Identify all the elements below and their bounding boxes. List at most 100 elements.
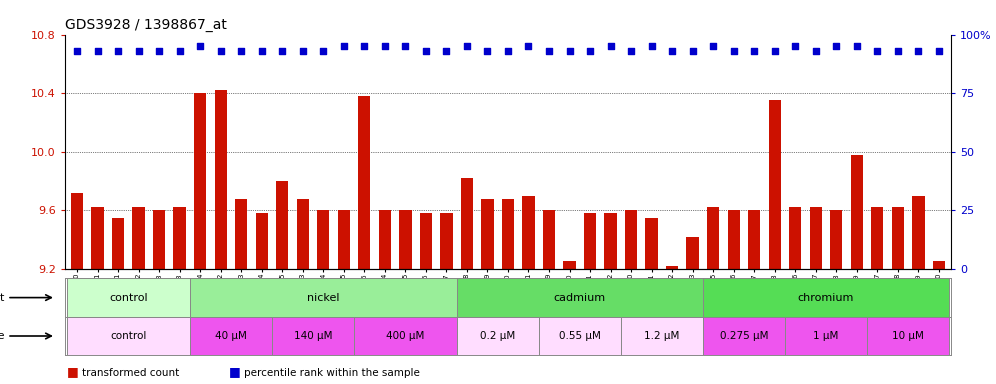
Point xyxy=(643,43,659,50)
Point xyxy=(151,48,167,54)
Text: 1.2 μM: 1.2 μM xyxy=(644,331,679,341)
Point xyxy=(192,43,208,50)
Text: control: control xyxy=(109,293,147,303)
Text: 0.2 μM: 0.2 μM xyxy=(480,331,515,341)
Bar xyxy=(419,213,432,384)
Point xyxy=(849,43,865,50)
Bar xyxy=(810,207,822,384)
Text: cadmium: cadmium xyxy=(554,293,606,303)
Point xyxy=(931,48,947,54)
Bar xyxy=(190,317,272,355)
Bar xyxy=(71,193,84,384)
Point xyxy=(582,48,598,54)
Bar xyxy=(686,237,699,384)
Bar xyxy=(67,278,190,317)
Bar xyxy=(584,213,597,384)
Point xyxy=(767,48,783,54)
Text: dose: dose xyxy=(0,331,4,341)
Bar xyxy=(891,207,904,384)
Point xyxy=(705,43,721,50)
Point xyxy=(500,48,516,54)
Bar xyxy=(621,317,703,355)
Point xyxy=(459,43,475,50)
Bar xyxy=(522,195,535,384)
Bar xyxy=(440,213,452,384)
Point xyxy=(562,48,578,54)
Point xyxy=(684,48,700,54)
Point xyxy=(541,48,557,54)
Bar xyxy=(359,96,371,384)
Point xyxy=(111,48,126,54)
Bar xyxy=(645,218,657,384)
Point xyxy=(274,48,290,54)
Bar xyxy=(214,90,227,384)
Bar xyxy=(539,317,621,355)
Text: 140 μM: 140 μM xyxy=(294,331,333,341)
Point xyxy=(521,43,537,50)
Bar xyxy=(378,210,391,384)
Point xyxy=(623,48,639,54)
Bar xyxy=(932,262,945,384)
Point xyxy=(889,48,905,54)
Text: ■: ■ xyxy=(67,365,79,378)
Point xyxy=(787,43,803,50)
Bar xyxy=(605,213,617,384)
Point xyxy=(316,48,332,54)
Bar xyxy=(789,207,802,384)
Bar xyxy=(338,210,350,384)
Text: chromium: chromium xyxy=(798,293,855,303)
Point xyxy=(171,48,187,54)
Bar xyxy=(461,178,473,384)
Bar xyxy=(256,213,268,384)
Bar xyxy=(502,199,514,384)
Bar xyxy=(769,101,781,384)
Bar xyxy=(132,207,144,384)
Text: 10 μM: 10 μM xyxy=(892,331,924,341)
Point xyxy=(336,43,352,50)
Text: control: control xyxy=(111,331,146,341)
Point xyxy=(479,48,495,54)
Bar xyxy=(190,278,456,317)
Bar xyxy=(707,207,719,384)
Bar xyxy=(872,207,883,384)
Point xyxy=(664,48,680,54)
Point xyxy=(376,43,392,50)
Bar xyxy=(481,199,494,384)
Text: 1 μM: 1 μM xyxy=(814,331,839,341)
Point xyxy=(254,48,270,54)
Point xyxy=(808,48,824,54)
Point xyxy=(233,48,249,54)
Text: 400 μM: 400 μM xyxy=(386,331,424,341)
Bar xyxy=(67,317,190,355)
Bar xyxy=(194,93,206,384)
Bar xyxy=(868,317,949,355)
Point xyxy=(910,48,926,54)
Bar xyxy=(666,266,678,384)
Bar xyxy=(276,181,289,384)
Point xyxy=(746,48,762,54)
Bar xyxy=(624,210,637,384)
Text: 0.55 μM: 0.55 μM xyxy=(559,331,601,341)
Text: transformed count: transformed count xyxy=(82,368,179,378)
Point xyxy=(295,48,311,54)
Point xyxy=(130,48,146,54)
Point xyxy=(438,48,454,54)
Bar xyxy=(748,210,760,384)
Point xyxy=(726,48,742,54)
Bar xyxy=(851,155,863,384)
Text: percentile rank within the sample: percentile rank within the sample xyxy=(244,368,420,378)
Bar xyxy=(727,210,740,384)
Text: 0.275 μM: 0.275 μM xyxy=(720,331,768,341)
Text: GDS3928 / 1398867_at: GDS3928 / 1398867_at xyxy=(65,18,227,32)
Bar xyxy=(92,207,104,384)
Bar xyxy=(830,210,843,384)
Bar xyxy=(112,218,124,384)
Bar xyxy=(272,317,354,355)
Bar xyxy=(153,210,165,384)
Bar xyxy=(235,199,247,384)
Point xyxy=(357,43,373,50)
Text: ■: ■ xyxy=(229,365,241,378)
Bar xyxy=(456,317,539,355)
Text: agent: agent xyxy=(0,293,4,303)
Bar xyxy=(703,278,949,317)
